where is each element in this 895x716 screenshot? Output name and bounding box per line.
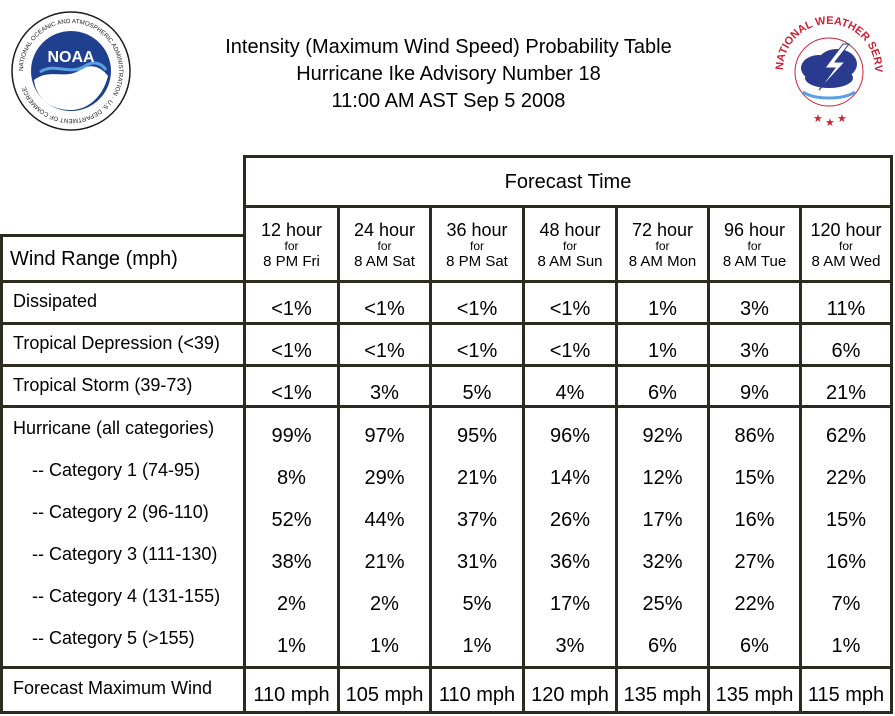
row-label: Dissipated xyxy=(13,291,98,311)
table-cell: 15% xyxy=(734,467,775,489)
table-cell: <1% xyxy=(456,298,498,320)
table-cell: 37% xyxy=(456,509,498,531)
table-cell: <1% xyxy=(456,340,498,362)
table-cell: 97% xyxy=(364,425,405,447)
table-cell: 38% xyxy=(271,551,312,573)
table-cell: 5% xyxy=(462,382,492,404)
table-cell: 1% xyxy=(831,635,861,657)
table-cell: 3% xyxy=(740,298,769,320)
max-wind-cell: 115 mph xyxy=(807,684,885,706)
table-cell: <1% xyxy=(364,298,405,320)
title-line-3: 11:00 AM AST Sep 5 2008 xyxy=(331,90,566,112)
table-cell: 2% xyxy=(370,593,399,615)
table-cell: 1% xyxy=(370,635,399,657)
title-line-2: Hurricane Ike Advisory Number 18 xyxy=(296,63,601,85)
row-label: -- Category 5 (>155) xyxy=(32,628,195,648)
table-cell: 6% xyxy=(648,382,677,404)
column-header-120h: 120 hour for 8 AM Wed xyxy=(810,220,882,270)
table-cell: 62% xyxy=(825,425,867,447)
row-label: Tropical Depression (<39) xyxy=(13,333,220,353)
table-cell: 95% xyxy=(456,425,498,447)
svg-text:★: ★ xyxy=(837,112,847,125)
row-label: -- Category 2 (96-110) xyxy=(32,502,209,522)
column-header-48h: 48 hour for 8 AM Sun xyxy=(537,220,603,270)
noaa-logo: NOAA NATIONAL OCEANIC AND ATMOSPHERIC AD… xyxy=(10,10,132,132)
table-cell: 7% xyxy=(831,593,861,615)
table-cell: 17% xyxy=(642,509,683,531)
table-cell: 22% xyxy=(825,467,867,489)
column-header-12h: 12 hour for 8 PM Fri xyxy=(260,220,323,270)
table-cell: 6% xyxy=(740,635,769,657)
table-cell: 3% xyxy=(370,382,399,404)
table-cell: 16% xyxy=(734,509,775,531)
table-cell: 17% xyxy=(549,593,591,615)
table-cell: 25% xyxy=(642,593,683,615)
table-cell: 4% xyxy=(555,382,585,404)
title-line-1: Intensity (Maximum Wind Speed) Probabili… xyxy=(225,36,672,58)
table-cell: 21% xyxy=(364,551,405,573)
nws-logo: NATIONAL WEATHER SERVICE ★ ★ ★ xyxy=(769,0,885,130)
table-cell: <1% xyxy=(271,382,312,404)
table-cell: 32% xyxy=(642,551,683,573)
svg-text:★: ★ xyxy=(813,112,823,125)
table-cell: 6% xyxy=(831,340,861,362)
table-cell: 21% xyxy=(456,467,498,489)
table-cell: 21% xyxy=(825,382,867,404)
row-label: Hurricane (all categories) xyxy=(13,418,215,438)
table-cell: <1% xyxy=(271,340,312,362)
table-cell: 16% xyxy=(825,551,867,573)
table-cell: 52% xyxy=(271,509,312,531)
row-label: -- Category 1 (74-95) xyxy=(32,460,201,480)
max-wind-cell: 110 mph xyxy=(253,684,330,706)
table-cell: 3% xyxy=(555,635,585,657)
max-wind-cell: 110 mph xyxy=(438,684,516,706)
svg-text:★: ★ xyxy=(825,116,835,129)
max-wind-cell: 120 mph xyxy=(531,684,609,706)
table-cell: 6% xyxy=(648,635,677,657)
table-cell: <1% xyxy=(549,340,591,362)
max-wind-cell: 105 mph xyxy=(345,684,424,706)
table-cell: 92% xyxy=(642,425,683,447)
table-cell: 29% xyxy=(364,467,405,489)
table-cell: 15% xyxy=(825,509,867,531)
max-wind-cell: 135 mph xyxy=(715,684,794,706)
wind-range-header: Wind Range (mph) xyxy=(10,248,178,270)
table-cell: 8% xyxy=(277,467,306,489)
table-cell: 14% xyxy=(549,467,591,489)
max-wind-label: Forecast Maximum Wind xyxy=(13,678,213,698)
table-cell: 26% xyxy=(549,509,591,531)
table-cell: 96% xyxy=(549,425,591,447)
page-title: Intensity (Maximum Wind Speed) Probabili… xyxy=(0,34,895,115)
row-label: -- Category 3 (111-130) xyxy=(32,544,218,564)
table-cell: 1% xyxy=(648,298,677,320)
forecast-time-header: Forecast Time xyxy=(504,171,632,193)
table-cell: 12% xyxy=(642,467,683,489)
table-cell: 31% xyxy=(456,551,498,573)
row-label: -- Category 4 (131-155) xyxy=(32,586,221,606)
column-header-24h: 24 hour for 8 AM Sat xyxy=(353,220,416,270)
svg-text:NOAA: NOAA xyxy=(47,49,95,66)
table-cell: 86% xyxy=(734,425,775,447)
table-cell: <1% xyxy=(271,298,312,320)
table-cell: 5% xyxy=(462,593,492,615)
table-cell: 1% xyxy=(462,635,492,657)
table-cell: 22% xyxy=(734,593,775,615)
table-cell: 3% xyxy=(740,340,769,362)
table-cell: 36% xyxy=(549,551,591,573)
table-cell: 27% xyxy=(734,551,775,573)
table-cell: <1% xyxy=(364,340,405,362)
table-cell: <1% xyxy=(549,298,591,320)
column-header-72h: 72 hour for 8 AM Mon xyxy=(628,220,697,270)
table-cell: 44% xyxy=(364,509,405,531)
table-cell: 11% xyxy=(826,298,866,320)
table-cell: 1% xyxy=(648,340,677,362)
table-cell: 1% xyxy=(277,635,306,657)
max-wind-cell: 135 mph xyxy=(623,684,702,706)
table-cell: 9% xyxy=(740,382,769,404)
row-label: Tropical Storm (39-73) xyxy=(13,375,193,395)
table-cell: 99% xyxy=(271,425,312,447)
column-header-36h: 36 hour for 8 PM Sat xyxy=(446,220,508,270)
column-header-96h: 96 hour for 8 AM Tue xyxy=(722,220,787,270)
table-cell: 2% xyxy=(277,593,306,615)
